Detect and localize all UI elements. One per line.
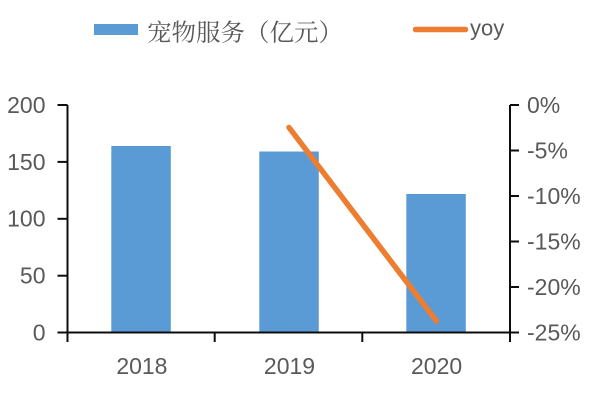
svg-text:-10%: -10% — [527, 183, 581, 209]
svg-text:2020: 2020 — [411, 353, 462, 379]
svg-text:0: 0 — [33, 319, 46, 345]
svg-text:200: 200 — [7, 92, 45, 118]
svg-text:-25%: -25% — [527, 319, 581, 345]
svg-text:100: 100 — [7, 206, 45, 232]
svg-text:2018: 2018 — [116, 353, 167, 379]
svg-text:-5%: -5% — [527, 137, 568, 163]
svg-text:2019: 2019 — [264, 353, 315, 379]
svg-text:0%: 0% — [527, 92, 560, 118]
svg-text:150: 150 — [7, 149, 45, 175]
svg-text:50: 50 — [20, 263, 46, 289]
svg-text:yoy: yoy — [470, 16, 504, 41]
svg-text:-20%: -20% — [527, 274, 581, 300]
svg-text:-15%: -15% — [527, 228, 581, 254]
